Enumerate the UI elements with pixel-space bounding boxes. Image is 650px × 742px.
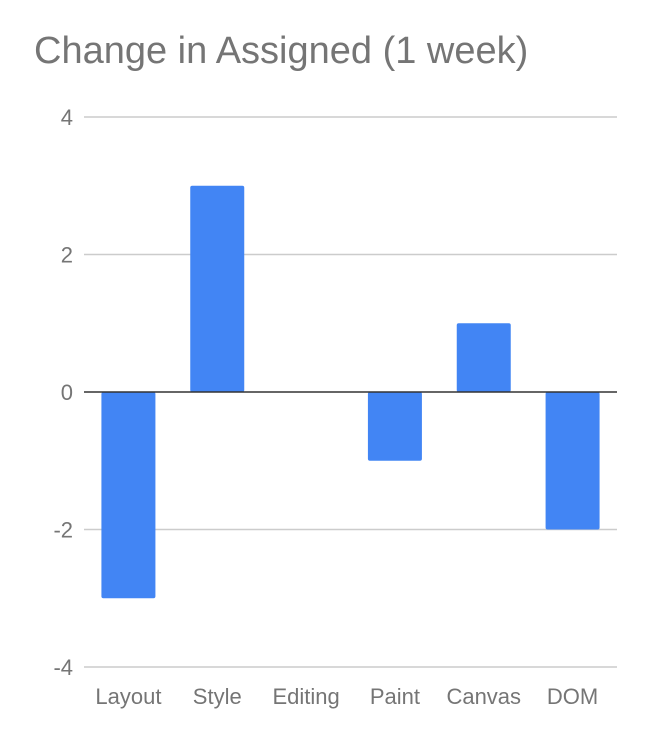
y-tick-label: 4 [61, 105, 73, 130]
x-tick-label: DOM [547, 684, 598, 709]
chart-title: Change in Assigned (1 week) [34, 30, 529, 72]
bar-layout[interactable] [101, 392, 156, 599]
bar-paint[interactable] [367, 392, 422, 461]
x-tick-label: Layout [95, 684, 161, 709]
x-tick-label: Canvas [446, 684, 521, 709]
x-tick-label: Editing [272, 684, 339, 709]
bar-style[interactable] [190, 185, 245, 392]
y-axis-ticks: 4 2 0 -2 -4 [53, 105, 73, 680]
y-tick-label: 2 [61, 243, 73, 268]
y-tick-label: -2 [53, 518, 73, 543]
gridlines [84, 116, 617, 668]
y-tick-label: 0 [61, 380, 73, 405]
bars [101, 185, 600, 599]
x-tick-label: Style [193, 684, 242, 709]
y-tick-label: -4 [53, 655, 73, 680]
bar-canvas[interactable] [456, 323, 511, 392]
x-axis-labels: Layout Style Editing Paint Canvas DOM [95, 684, 598, 709]
bar-dom[interactable] [545, 392, 600, 530]
x-tick-label: Paint [370, 684, 420, 709]
